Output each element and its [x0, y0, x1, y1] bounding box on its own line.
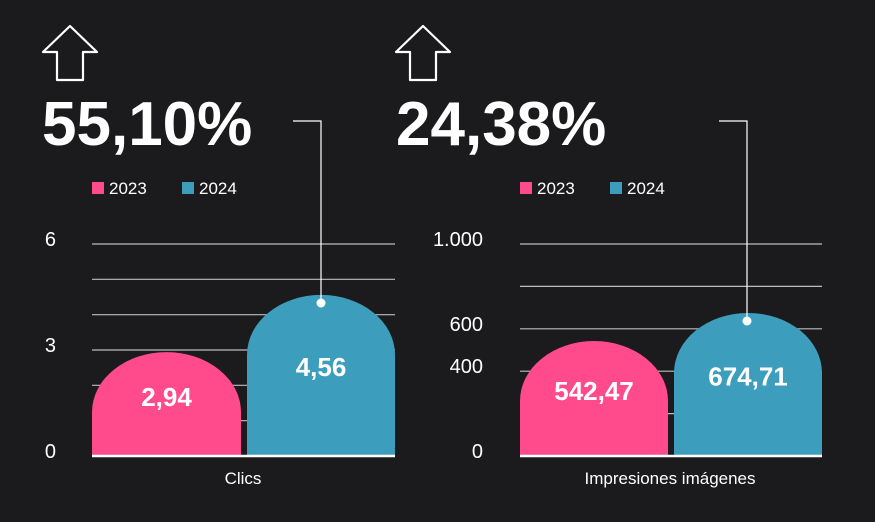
bar-2024: [247, 294, 395, 456]
legend-label-2023: 2023: [537, 179, 575, 198]
y-tick-label: 1.000: [433, 229, 483, 251]
legend-swatch-2024: [610, 182, 622, 194]
bar-2024: [674, 312, 822, 456]
y-tick-label: 400: [450, 356, 483, 378]
bar-value-label: 542,47: [554, 376, 634, 406]
legend-swatch-2023: [520, 182, 532, 194]
legend-swatch-2023: [92, 182, 104, 194]
y-tick-label: 0: [472, 441, 483, 463]
legend-label-2024: 2024: [627, 179, 665, 198]
connector-dot: [742, 316, 752, 326]
bar-2023: [520, 340, 668, 456]
headline-percentage: 55,10%: [42, 90, 252, 159]
chart-panel-2: 24,38% 2023 2024 0 400 600 1.000 542,47 674,71 Im…: [394, 24, 822, 488]
x-axis-label: Impresiones imágenes: [584, 469, 755, 488]
y-tick-label: 0: [45, 441, 56, 463]
y-tick-label: 3: [45, 335, 56, 357]
chart-panel-1: 55,10% 2023 2024 0 3 6 2,94 4,56 Clics: [41, 24, 395, 488]
y-tick-label: 6: [45, 229, 56, 251]
y-tick-label: 600: [450, 314, 483, 336]
bar-value-label: 4,56: [296, 352, 347, 382]
arrow-up-icon: [394, 24, 452, 82]
headline-percentage: 24,38%: [396, 90, 606, 159]
legend-label-2024: 2024: [199, 179, 237, 198]
arrow-up-icon: [41, 24, 99, 82]
bar-2023: [92, 352, 241, 456]
connector-line: [719, 120, 748, 321]
connector-line: [293, 120, 322, 303]
bar-value-label: 674,71: [708, 362, 788, 392]
legend-label-2023: 2023: [109, 179, 147, 198]
connector-dot: [316, 298, 326, 308]
legend-swatch-2024: [182, 182, 194, 194]
x-axis-label: Clics: [225, 469, 262, 488]
bar-value-label: 2,94: [141, 382, 192, 412]
